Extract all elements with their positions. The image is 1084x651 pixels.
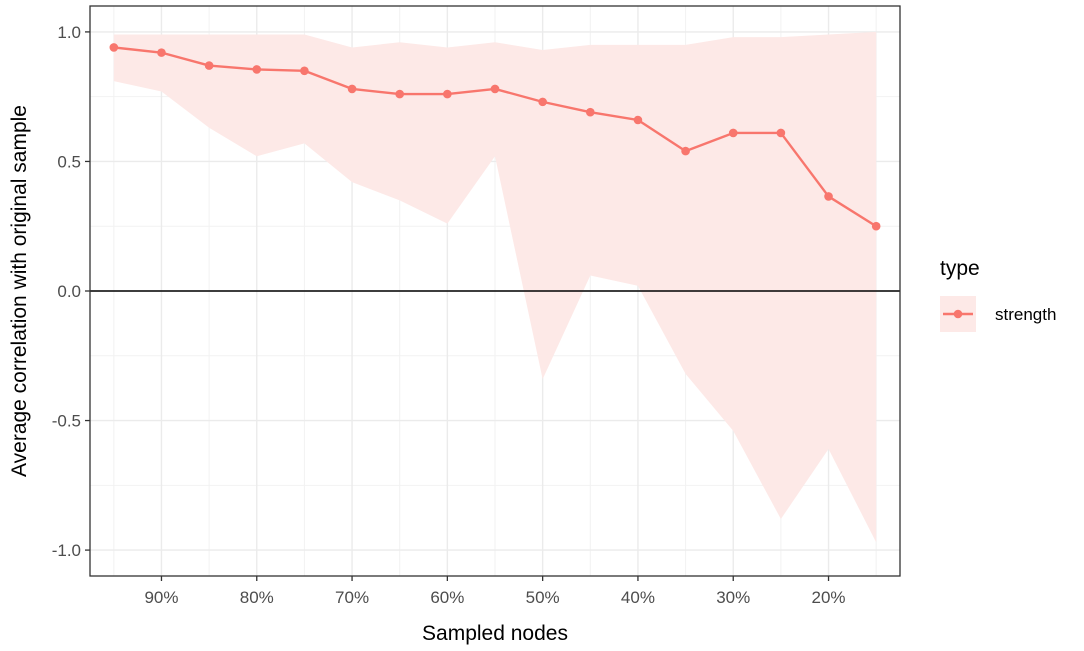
data-point bbox=[633, 115, 643, 125]
data-point bbox=[443, 89, 452, 99]
y-tick-label: -0.5 bbox=[52, 412, 81, 431]
y-tick-label: -1.0 bbox=[52, 541, 81, 560]
data-point bbox=[681, 146, 690, 156]
legend-key-point bbox=[953, 309, 963, 319]
x-tick-label: 50% bbox=[526, 588, 560, 607]
data-point bbox=[776, 128, 786, 138]
confidence-ribbon bbox=[113, 31, 877, 543]
data-point bbox=[585, 107, 595, 117]
legend-title: type bbox=[940, 257, 980, 280]
x-tick-label: 80% bbox=[240, 588, 274, 607]
confidence-ribbons bbox=[113, 31, 877, 543]
x-axis-title: Sampled nodes bbox=[422, 622, 568, 645]
y-tick-label: 0.5 bbox=[57, 152, 81, 171]
data-point bbox=[871, 221, 881, 231]
y-axis-title: Average correlation with original sample bbox=[8, 105, 31, 477]
x-tick-label: 30% bbox=[716, 588, 750, 607]
series-points bbox=[109, 43, 881, 231]
data-point bbox=[109, 43, 119, 52]
x-axis-ticks: 90% 80% 70% 60% 50% 40% 30% 20% bbox=[144, 576, 846, 607]
data-point bbox=[300, 66, 309, 76]
data-point bbox=[157, 48, 166, 57]
data-point bbox=[824, 192, 833, 201]
x-tick-label: 20% bbox=[812, 588, 846, 607]
data-point bbox=[490, 84, 500, 94]
data-point bbox=[728, 128, 738, 138]
x-tick-label: 60% bbox=[430, 588, 464, 607]
data-point bbox=[347, 84, 357, 94]
legend-label: strength bbox=[995, 305, 1056, 324]
x-tick-label: 90% bbox=[144, 588, 178, 607]
x-tick-label: 70% bbox=[335, 588, 369, 607]
legend-items: strength bbox=[940, 296, 1056, 332]
data-point bbox=[204, 61, 214, 70]
data-point bbox=[538, 97, 547, 107]
data-point bbox=[252, 65, 262, 74]
x-tick-label: 40% bbox=[621, 588, 655, 607]
y-tick-label: 0.0 bbox=[57, 282, 81, 301]
data-point bbox=[395, 89, 405, 99]
legend: type strength bbox=[940, 257, 1056, 332]
y-tick-label: 1.0 bbox=[57, 23, 81, 42]
y-axis-ticks: -1.0 -0.5 0.0 0.5 1.0 bbox=[52, 23, 90, 560]
